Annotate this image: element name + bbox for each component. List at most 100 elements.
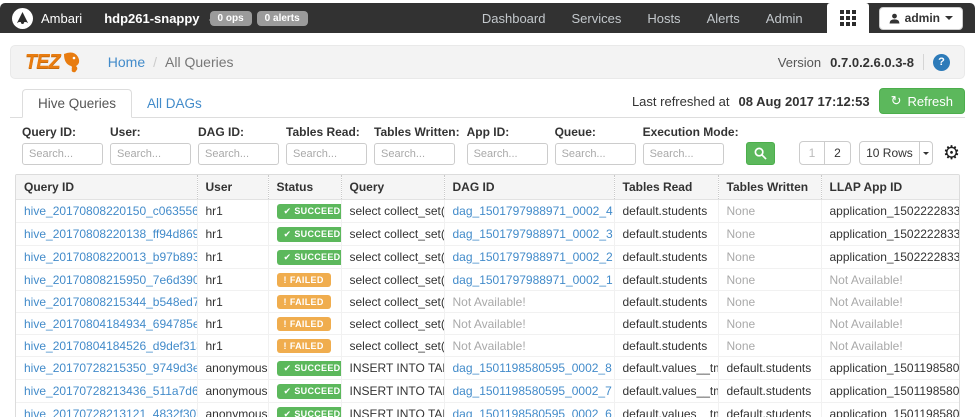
version-area: Version 0.7.0.2.6.0.3-8 ?	[778, 53, 950, 71]
cell-query: select collect_set(a...	[341, 312, 445, 335]
cell-tables-written: None	[718, 199, 822, 223]
cell-llap-app-id: application_1501198580595_000	[821, 402, 959, 417]
query-id-link[interactable]: hive_20170728213436_511a7d69-4...	[24, 384, 196, 398]
views-grid-button[interactable]	[826, 3, 869, 33]
filter-input-query-id[interactable]	[22, 143, 103, 165]
cell-dag-id: Not Available!	[444, 334, 615, 357]
gear-icon[interactable]: ⚙	[942, 142, 960, 164]
topnav-link-hosts[interactable]: Hosts	[647, 10, 681, 26]
query-id-link[interactable]: hive_20170728213121_4832f307-7...	[24, 407, 197, 417]
cell-tables-read: default.students	[614, 222, 719, 246]
search-button[interactable]	[745, 142, 775, 165]
filter-input-app-id[interactable]	[466, 143, 548, 165]
cell-user: hr1	[197, 199, 269, 223]
cell-query-id: hive_20170804184526_d9def313-0...	[16, 334, 198, 357]
cell-query: INSERT INTO TABL...	[341, 379, 445, 403]
filter-label-query-id: Query ID:	[22, 125, 77, 139]
cell-tables-read: default.values__tm...	[614, 379, 719, 403]
alerts-count-badge[interactable]: 0 alerts	[256, 10, 308, 26]
breadcrumb-home-link[interactable]: Home	[107, 54, 146, 70]
cell-dag-id: dag_1501797988971_0002_3	[444, 222, 615, 246]
ops-count-badge[interactable]: 0 ops	[208, 10, 252, 26]
filter-input-tables-written[interactable]	[374, 143, 455, 165]
page-button-1[interactable]: 1	[798, 141, 825, 165]
cluster-name[interactable]: hdp261-snappy	[104, 10, 200, 26]
cell-query-id: hive_20170728215350_9749d3ea-9...	[16, 356, 198, 380]
filter-input-dag-id[interactable]	[198, 143, 279, 165]
cell-llap-app-id: application_1501198580595_000	[821, 379, 959, 403]
caret-down-icon	[922, 151, 929, 158]
filter-label-dag-id: DAG ID:	[198, 125, 244, 139]
cell-query-id: hive_20170728213121_4832f307-7...	[16, 402, 198, 417]
exclamation-icon: !	[283, 297, 287, 307]
tab-hive-queries[interactable]: Hive Queries	[22, 89, 133, 118]
filter-input-user[interactable]	[110, 143, 191, 165]
cell-tables-written: None	[718, 245, 822, 269]
column-header-query[interactable]: Query	[341, 175, 445, 200]
help-icon[interactable]: ?	[933, 53, 950, 71]
cell-dag-id: dag_1501797988971_0002_4	[444, 199, 615, 223]
column-header-user[interactable]: User	[197, 175, 269, 200]
topnav-link-alerts[interactable]: Alerts	[706, 10, 740, 26]
table-row: hive_20170804184934_694785ec-0...hr1 !FAI…	[16, 312, 959, 335]
page-button-2[interactable]: 2	[824, 141, 851, 165]
query-id-link[interactable]: hive_20170808215950_7e6d390e-1...	[24, 272, 196, 287]
status-badge: ✔SUCCEEDED	[276, 384, 340, 399]
query-id-link[interactable]: hive_20170804184526_d9def313-0...	[24, 338, 197, 353]
dag-id-link[interactable]: dag_1501198580595_0002_8	[452, 361, 612, 375]
column-header-dag-id[interactable]: DAG ID	[444, 175, 615, 200]
column-header-query-id[interactable]: Query ID	[16, 175, 198, 200]
tez-header-bar: TEZ Home / All Queries Version 0.7.0.2.6…	[10, 45, 965, 79]
filter-input-queue[interactable]	[554, 143, 636, 165]
cell-tables-read: default.students	[614, 334, 719, 357]
table-row: hive_20170728213436_511a7d69-4...anonymo…	[16, 379, 959, 403]
query-id-link[interactable]: hive_20170808220138_ff94d869-92...	[24, 227, 196, 241]
tab-all-dags[interactable]: All DAGs	[147, 96, 202, 111]
cell-tables-read: default.values__tm...	[614, 402, 719, 417]
cell-status: ! FAILED	[268, 268, 342, 291]
cell-tables-written: None	[718, 334, 822, 357]
breadcrumb-separator: /	[153, 54, 158, 70]
column-header-llap-app-id[interactable]: LLAP App ID	[821, 175, 959, 200]
dag-id-link[interactable]: dag_1501797988971_0002_3	[452, 227, 613, 241]
query-id-link[interactable]: hive_20170808220150_c063556f-4...	[24, 204, 196, 218]
filter-group-dag-id: DAG ID:	[198, 125, 279, 165]
column-header-tables-read[interactable]: Tables Read	[614, 175, 719, 200]
filter-input-tables-read[interactable]	[286, 143, 367, 165]
ambari-brand-label[interactable]: Ambari	[41, 10, 83, 26]
dag-id-link[interactable]: dag_1501797988971_0002_2	[452, 250, 613, 264]
cell-dag-id: dag_1501198580595_0002_6	[444, 402, 615, 417]
query-id-link[interactable]: hive_20170808220013_b97b8933-1...	[24, 250, 196, 264]
query-id-link[interactable]: hive_20170728215350_9749d3ea-9...	[24, 361, 196, 375]
rows-per-page-select[interactable]: 10 Rows	[858, 141, 933, 165]
filter-label-queue: Queue:	[554, 125, 596, 139]
top-navigation: Dashboard Services Hosts Alerts Admin	[482, 11, 803, 26]
query-id-link[interactable]: hive_20170808215344_b548ed78-d...	[24, 294, 196, 309]
filter-label-tables-written: Tables Written:	[374, 125, 460, 139]
dag-id-link[interactable]: dag_1501797988971_0002_4	[452, 204, 613, 218]
filter-input-execution-mode[interactable]	[642, 143, 724, 165]
dag-id-unavailable: Not Available!	[452, 338, 526, 353]
dag-id-link[interactable]: dag_1501797988971_0002_1	[452, 272, 613, 287]
column-header-status[interactable]: Status	[268, 175, 342, 200]
table-row: hive_20170808215950_7e6d390e-1...hr1 !FAI…	[16, 268, 959, 291]
cell-dag-id: dag_1501198580595_0002_7	[444, 379, 615, 403]
dag-id-link[interactable]: dag_1501198580595_0002_6	[452, 407, 612, 417]
exclamation-icon: !	[283, 341, 287, 351]
topnav-link-services[interactable]: Services	[571, 10, 622, 26]
column-header-tables-written[interactable]: Tables Written	[718, 175, 822, 200]
cell-tables-written: None	[718, 312, 822, 335]
cell-query: INSERT INTO TABL...	[341, 356, 445, 380]
topnav-link-admin[interactable]: Admin	[765, 10, 803, 26]
refresh-button[interactable]: ↻ Refresh	[878, 88, 965, 114]
cell-tables-read: default.students	[614, 312, 719, 335]
topnav-link-dashboard[interactable]: Dashboard	[481, 10, 546, 26]
dag-id-link[interactable]: dag_1501198580595_0002_7	[452, 384, 612, 398]
cell-tables-written: None	[718, 268, 822, 291]
exclamation-icon: !	[283, 319, 287, 329]
user-menu-button[interactable]: admin	[878, 6, 963, 30]
cell-user: hr1	[197, 312, 269, 335]
cell-tables-read: default.students	[614, 245, 719, 269]
query-id-link[interactable]: hive_20170804184934_694785ec-0...	[24, 316, 196, 331]
filter-label-execution-mode: Execution Mode:	[642, 125, 739, 139]
